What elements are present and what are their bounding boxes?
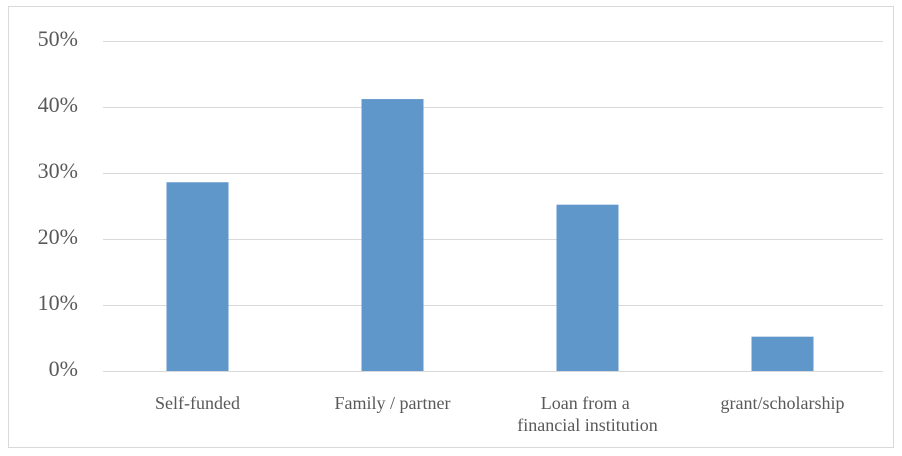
x-tick-label: Self-funded — [155, 393, 240, 413]
y-tick-label: 0% — [49, 356, 78, 381]
y-tick-label: 50% — [38, 26, 78, 51]
y-tick-label: 40% — [38, 92, 78, 117]
bar — [361, 99, 424, 371]
x-tick-label: Loan from a financial institution — [517, 393, 657, 435]
bar — [556, 204, 619, 371]
y-tick-label: 10% — [38, 290, 78, 315]
x-tick-label: grant/scholarship — [721, 393, 845, 413]
bar — [166, 182, 229, 371]
y-tick-label: 30% — [38, 158, 78, 183]
bar — [751, 336, 814, 371]
y-tick-label: 20% — [38, 224, 78, 249]
x-tick-label: Family / partner — [335, 393, 451, 413]
chart-border — [8, 6, 894, 448]
